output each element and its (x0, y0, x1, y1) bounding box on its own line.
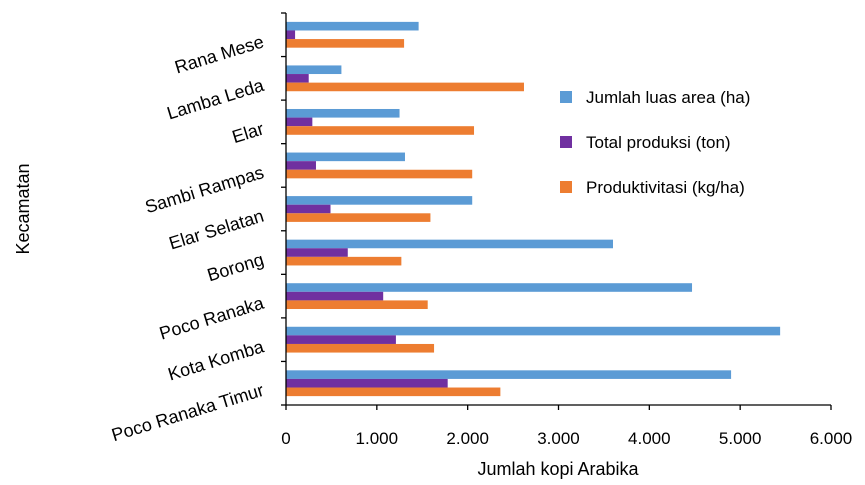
legend: Jumlah luas area (ha) Total produksi (ton… (560, 88, 750, 197)
x-tick-label: 5.000 (719, 429, 762, 448)
bar-3-9 (286, 387, 501, 397)
bar-3-4 (286, 169, 473, 179)
x-tick-label: 3.000 (537, 429, 580, 448)
bar-3-6 (286, 256, 402, 266)
y-axis-title: Kecamatan (13, 163, 33, 254)
bar-3-8 (286, 343, 435, 353)
legend-swatch (560, 136, 572, 148)
bar-2-1 (286, 30, 296, 40)
bar-2-7 (286, 291, 384, 301)
bars-layer (286, 21, 781, 397)
category-label: Lamba Leda (165, 75, 268, 124)
bar-2-8 (286, 335, 396, 344)
category-label: Kota Komba (166, 336, 268, 384)
bar-2-4 (286, 161, 316, 170)
category-label: Elar Selatan (167, 206, 267, 254)
bar-3-1 (286, 39, 405, 48)
legend-label: Total produksi (ton) (586, 133, 731, 152)
bar-2-9 (286, 378, 448, 388)
category-label: Rana Mese (172, 31, 266, 77)
bar-1-5 (286, 196, 473, 205)
x-axis-title: Jumlah kopi Arabika (477, 459, 639, 479)
legend-label: Produktivitasi (kg/ha) (586, 178, 745, 197)
bar-1-2 (286, 65, 342, 75)
bar-3-7 (286, 300, 428, 310)
bar-2-2 (286, 74, 309, 83)
bar-3-5 (286, 213, 431, 222)
bar-1-3 (286, 108, 400, 118)
category-label: Elar (230, 119, 266, 147)
category-label: Borong (205, 249, 266, 285)
bar-1-4 (286, 152, 405, 162)
legend-swatch (560, 91, 572, 103)
category-label: Poco Ranaka Timur (109, 380, 266, 445)
bar-2-5 (286, 204, 331, 214)
x-tick-label: 0 (281, 429, 290, 448)
bar-3-2 (286, 82, 524, 92)
bar-1-1 (286, 21, 419, 31)
axes-layer (281, 12, 832, 410)
bar-1-6 (286, 239, 613, 249)
bar-2-3 (286, 117, 313, 127)
legend-label: Jumlah luas area (ha) (586, 88, 750, 107)
bar-2-6 (286, 248, 348, 257)
bar-1-7 (286, 283, 693, 292)
bar-1-9 (286, 370, 732, 379)
x-tick-label: 4.000 (628, 429, 671, 448)
x-tick-label: 6.000 (810, 429, 853, 448)
category-label: Poco Ranaka (157, 293, 267, 344)
bar-3-3 (286, 126, 475, 135)
x-tick-label: 2.000 (446, 429, 489, 448)
x-tick-label: 1.000 (356, 429, 399, 448)
legend-swatch (560, 181, 572, 193)
bar-1-8 (286, 326, 781, 336)
